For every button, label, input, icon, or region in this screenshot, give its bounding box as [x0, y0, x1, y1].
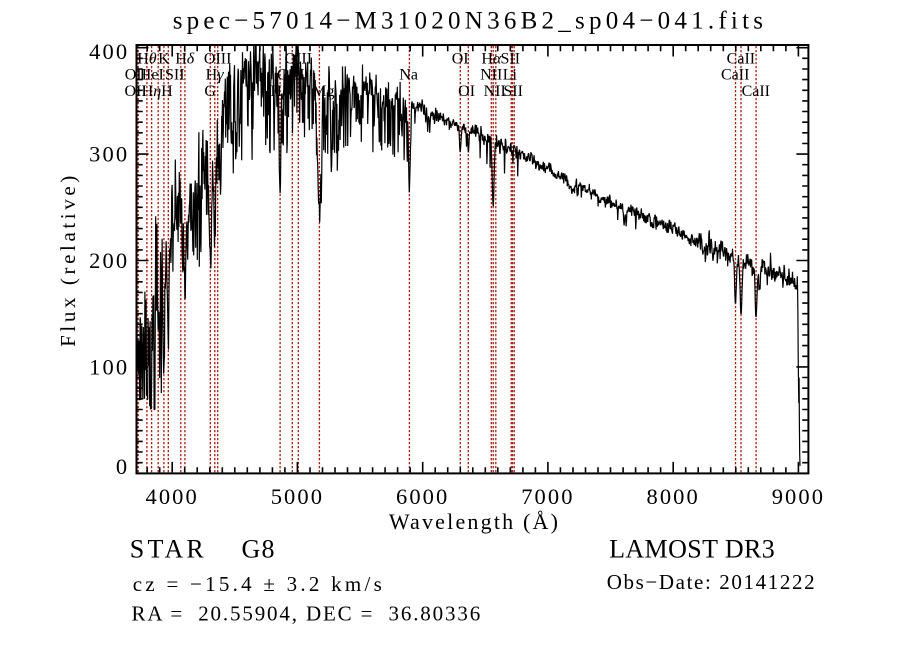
- svg-text:CaII: CaII: [742, 83, 770, 100]
- svg-text:G8: G8: [242, 534, 276, 563]
- svg-text:cz = −15.4 ± 3.2 km/s: cz = −15.4 ± 3.2 km/s: [133, 572, 385, 596]
- svg-text:LAMOST DR3: LAMOST DR3: [609, 534, 775, 563]
- svg-text:4000: 4000: [145, 484, 198, 509]
- svg-text:Hδ: Hδ: [175, 50, 195, 67]
- svg-text:CaII: CaII: [727, 50, 755, 67]
- svg-text:100: 100: [89, 354, 129, 379]
- svg-text:400: 400: [89, 39, 129, 64]
- svg-text:G: G: [204, 83, 216, 100]
- svg-text:Li: Li: [503, 66, 518, 83]
- svg-text:NII: NII: [480, 66, 502, 83]
- svg-text:OIII: OIII: [204, 50, 232, 67]
- svg-text:Hα: Hα: [481, 50, 502, 67]
- svg-text:spec−57014−M31020N36B2_sp04−04: spec−57014−M31020N36B2_sp04−041.fits: [173, 8, 768, 35]
- svg-text:Wavelength (Å): Wavelength (Å): [389, 509, 560, 534]
- svg-text:NII: NII: [484, 83, 506, 100]
- svg-text:0: 0: [116, 454, 129, 479]
- svg-text:Flux (relative): Flux (relative): [56, 172, 80, 347]
- svg-text:5000: 5000: [271, 484, 324, 509]
- svg-text:STAR: STAR: [130, 534, 207, 563]
- svg-text:200: 200: [89, 248, 129, 273]
- svg-text:Hθ: Hθ: [137, 50, 157, 67]
- svg-text:K: K: [158, 50, 170, 67]
- svg-text:SII: SII: [503, 83, 523, 100]
- svg-text:Hη: Hη: [142, 83, 162, 100]
- svg-text:SII: SII: [165, 66, 185, 83]
- svg-text:RA = 20.55904, DEC = 36.8033: RA = 20.55904, DEC = 36.80336: [132, 601, 483, 625]
- svg-text:SII: SII: [501, 50, 521, 67]
- svg-text:H: H: [161, 83, 173, 100]
- svg-text:6000: 6000: [396, 484, 449, 509]
- svg-text:Hγ: Hγ: [206, 66, 225, 83]
- svg-text:300: 300: [89, 142, 129, 167]
- svg-text:9000: 9000: [772, 484, 825, 509]
- svg-text:Na: Na: [399, 66, 418, 83]
- svg-text:OI: OI: [452, 50, 469, 67]
- svg-text:OI: OI: [458, 83, 475, 100]
- svg-text:CaII: CaII: [721, 66, 749, 83]
- svg-text:7000: 7000: [521, 484, 574, 509]
- svg-text:HeI: HeI: [140, 66, 164, 83]
- svg-text:Obs−Date: 20141222: Obs−Date: 20141222: [607, 570, 817, 594]
- svg-text:8000: 8000: [646, 484, 699, 509]
